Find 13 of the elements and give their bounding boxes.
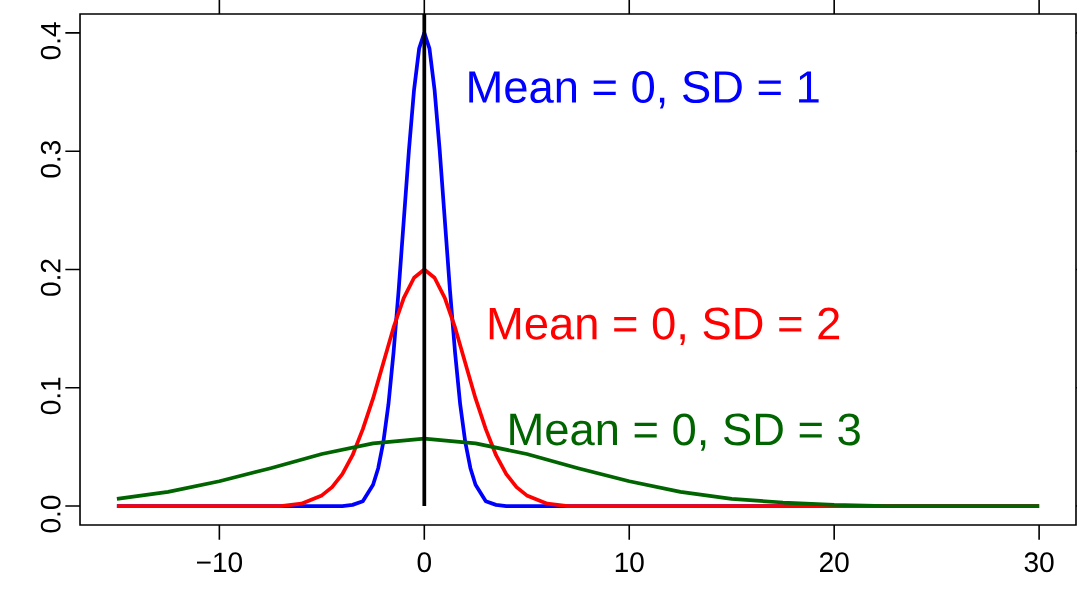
y-tick-label: 0.2 xyxy=(40,259,61,296)
x-tick-label: 30 xyxy=(1024,552,1054,573)
x-tick-label: 10 xyxy=(615,552,644,573)
series-label: Mean = 0, SD = 2 xyxy=(489,307,840,345)
y-tick-label: 0.0 xyxy=(40,495,61,533)
x-tick-label: 20 xyxy=(820,552,849,573)
y-tick-label: 0.4 xyxy=(40,22,61,60)
y-tick-label: 0.3 xyxy=(40,140,61,178)
series-label: Mean = 0, SD = 3 xyxy=(510,413,860,451)
y-tick-label: 0.1 xyxy=(40,377,61,415)
x-tick-label: −10 xyxy=(197,552,243,573)
series-label: Mean = 0, SD = 1 xyxy=(469,70,819,109)
x-tick-label: 0 xyxy=(417,552,431,573)
